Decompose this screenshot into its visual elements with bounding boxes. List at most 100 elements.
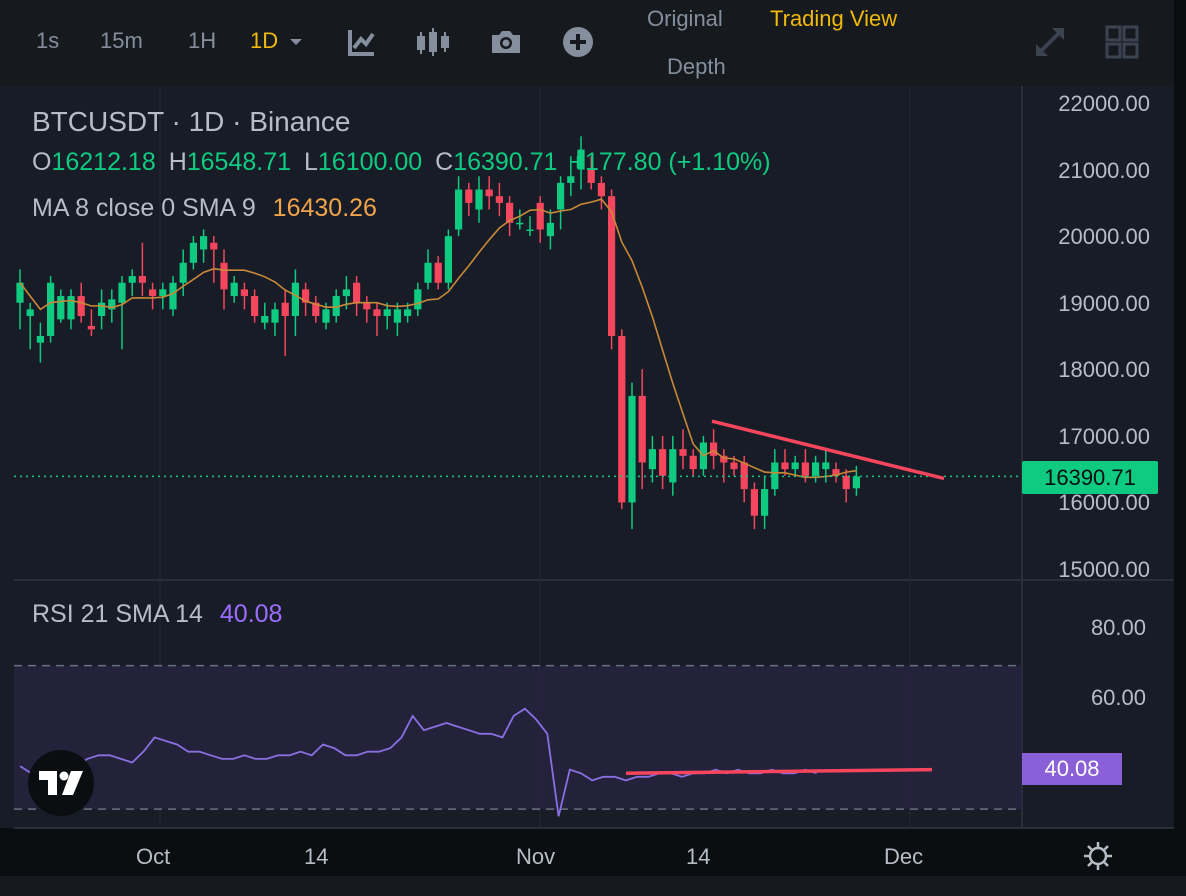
candle-body — [710, 442, 718, 456]
candle-body — [230, 282, 238, 297]
candle-body — [832, 469, 840, 476]
candle-body — [36, 336, 44, 343]
low-label: L — [303, 148, 318, 176]
candle-body — [77, 296, 85, 317]
candle-body — [414, 289, 422, 310]
candle-body — [771, 462, 779, 490]
ma-value: 16430.26 — [272, 194, 377, 222]
rsi-label: RSI 21 SMA 14 — [32, 600, 203, 628]
candle-body — [669, 449, 677, 483]
symbol-legend: BTCUSDT · 1D · Binance — [32, 106, 351, 137]
expand-icon[interactable] — [1032, 24, 1068, 60]
candle-body — [465, 189, 473, 203]
layout-grid-icon[interactable] — [1104, 24, 1140, 60]
close-value: 16390.71 — [453, 148, 558, 176]
price-tick: 16000.00 — [1058, 490, 1150, 515]
timeframe-1h[interactable]: 1H — [188, 28, 217, 53]
candle-body — [291, 282, 299, 317]
candle-body — [138, 276, 146, 283]
price-tick: 18000.00 — [1058, 357, 1150, 382]
candle-body — [26, 309, 34, 317]
candle-body — [720, 455, 728, 463]
candle-body — [526, 229, 534, 231]
timeframe-15m[interactable]: 15m — [100, 28, 143, 53]
candle-body — [475, 189, 483, 210]
rsi-tick: 60.00 — [1090, 685, 1146, 710]
view-trading-view[interactable]: Trading View — [770, 6, 898, 31]
rsi-line — [19, 707, 817, 817]
candle-body — [679, 449, 687, 456]
chevron-down-icon[interactable] — [284, 30, 308, 54]
price-tick: 17000.00 — [1058, 424, 1150, 449]
candle-body — [271, 309, 279, 323]
candle-body — [149, 289, 157, 297]
candle-body — [169, 282, 177, 310]
ohlc-legend: O16212.18 H16548.71 L16100.00 C16390.71 … — [32, 148, 777, 177]
candle-body — [608, 196, 616, 336]
candle-body — [781, 462, 789, 470]
candle-body — [852, 476, 860, 489]
high-value: 16548.71 — [186, 148, 292, 176]
camera-icon[interactable] — [488, 24, 524, 60]
current-rsi-badge: 40.08 — [1022, 753, 1122, 785]
candle-body — [648, 449, 656, 470]
time-tick: Nov — [516, 844, 556, 869]
candle-body — [740, 462, 748, 490]
price-tick: 21000.00 — [1058, 158, 1150, 183]
timeframe-1d[interactable]: 1D — [250, 28, 279, 53]
candle-body — [404, 309, 412, 317]
candle-body — [261, 316, 269, 323]
candle-body — [159, 289, 167, 297]
candle-body — [444, 236, 452, 283]
add-icon[interactable] — [560, 24, 596, 60]
price-tick: 19000.00 — [1058, 291, 1150, 316]
candle-body — [597, 182, 605, 197]
candle-body — [220, 262, 228, 290]
candle-body — [383, 309, 391, 317]
time-tick: Oct — [136, 844, 171, 869]
candle-body — [98, 302, 106, 317]
candle-body — [516, 222, 524, 225]
settings-gear-icon[interactable] — [1082, 840, 1114, 872]
candle-body — [302, 289, 310, 303]
candle-body — [373, 309, 381, 317]
candle-body — [87, 326, 95, 330]
candle-body — [281, 302, 289, 317]
view-original[interactable]: Original — [647, 6, 723, 31]
candle-body — [118, 282, 126, 303]
right-scroll-strip[interactable] — [1174, 0, 1186, 896]
candle-body — [200, 236, 208, 250]
indicator-icon[interactable] — [344, 24, 380, 60]
tradingview-logo — [28, 750, 94, 816]
candle-body — [240, 289, 248, 297]
candle-body — [546, 222, 554, 237]
candle-body — [557, 182, 565, 210]
candle-body — [567, 176, 575, 183]
price-tick: 20000.00 — [1058, 224, 1150, 249]
candle-body — [638, 395, 646, 463]
time-tick: 14 — [304, 844, 329, 869]
candle-body — [628, 395, 636, 503]
time-tick: 14 — [686, 844, 711, 869]
candle-body — [455, 189, 463, 230]
candle-body — [332, 296, 340, 317]
candle-body — [322, 309, 330, 323]
candle-body — [485, 189, 493, 197]
candle-body — [393, 309, 401, 323]
candle-body — [801, 462, 809, 476]
candle-body — [689, 455, 697, 470]
candle-body — [761, 489, 769, 516]
ma-label: MA 8 close 0 SMA 9 — [32, 194, 256, 222]
candle-body — [812, 462, 820, 476]
current-price-badge: 16390.71 — [1022, 461, 1158, 494]
price-tick: 22000.00 — [1058, 91, 1150, 116]
open-value: 16212.18 — [51, 148, 156, 176]
candle-type-icon[interactable] — [414, 24, 450, 60]
timeframe-1s[interactable]: 1s — [36, 28, 60, 53]
view-depth[interactable]: Depth — [667, 54, 726, 79]
rsi-legend: RSI 21 SMA 14 40.08 — [32, 600, 282, 629]
candle-body — [47, 282, 55, 336]
candle-body — [353, 282, 361, 303]
candle-body — [128, 276, 136, 283]
